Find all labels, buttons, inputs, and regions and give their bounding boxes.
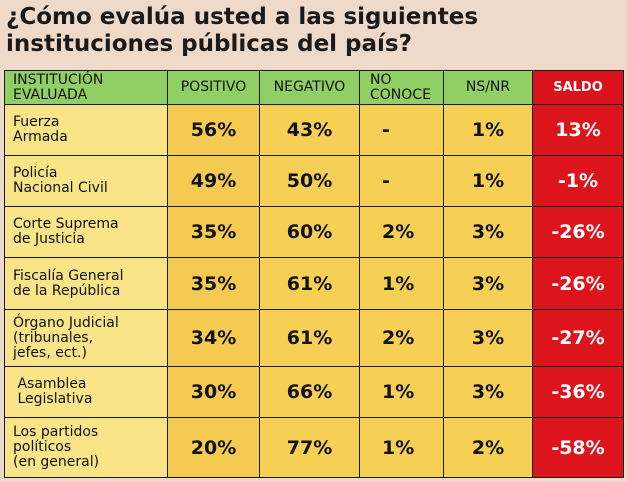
cell-positivo: 56% xyxy=(167,104,260,156)
cell-nsnr: 1% xyxy=(443,155,533,207)
row-label: Fuerza Armada xyxy=(4,104,168,156)
cell-nsnr: 3% xyxy=(443,366,533,418)
row-label: Los partidos políticos (en general) xyxy=(4,417,168,478)
cell-negativo: 43% xyxy=(259,104,360,156)
cell-saldo: -58% xyxy=(532,417,624,478)
cell-positivo: 35% xyxy=(167,257,260,310)
table-row: Corte Suprema de Justicia 35% 60% 2% 3% -26% xyxy=(4,206,624,258)
cell-negativo: 66% xyxy=(259,366,360,418)
row-label-line: Los partidos xyxy=(13,424,99,440)
cell-saldo: -36% xyxy=(532,366,624,418)
cell-no-conoce: 1% xyxy=(359,257,444,310)
header-saldo: SALDO xyxy=(532,70,624,105)
cell-saldo: -26% xyxy=(532,206,624,258)
cell-nsnr: 1% xyxy=(443,104,533,156)
header-no-conoce-line-1: NO xyxy=(370,71,392,88)
cell-no-conoce: 2% xyxy=(359,309,444,367)
table-row: Órgano Judicial (tribunales, jefes, ect.) 3… xyxy=(4,309,624,367)
cell-nsnr: 2% xyxy=(443,417,533,478)
row-label-line: de Justicia xyxy=(13,231,85,247)
row-label-line: (tribunales, xyxy=(13,329,94,346)
header-nsnr: NS/NR xyxy=(443,70,533,105)
header-institucion-line-1: INSTITUCIÓN xyxy=(13,71,104,88)
header-row: INSTITUCIÓN EVALUADA POSITIVO NEGATIVO N… xyxy=(4,70,624,105)
table-row: Asamblea Legislativa 30% 66% 1% 3% -36% xyxy=(4,366,624,418)
cell-negativo: 60% xyxy=(259,206,360,258)
evaluation-table: INSTITUCIÓN EVALUADA POSITIVO NEGATIVO N… xyxy=(4,70,624,478)
table-row: Los partidos políticos (en general) 20% 77% 1… xyxy=(4,417,624,478)
row-label-line: Fuerza xyxy=(13,114,60,130)
row-label-line: políticos xyxy=(13,439,72,455)
header-positivo: POSITIVO xyxy=(167,70,260,105)
table-row: Policía Nacional Civil 49% 50% -1% -1% xyxy=(4,155,624,207)
row-label: Policía Nacional Civil xyxy=(4,155,168,207)
row-label-line: Armada xyxy=(13,129,68,145)
row-label-line: Fiscalía General xyxy=(13,267,124,284)
cell-positivo: 30% xyxy=(167,366,260,418)
row-label: Órgano Judicial (tribunales, jefes, ect.) xyxy=(4,309,168,367)
cell-negativo: 61% xyxy=(259,309,360,367)
title-line-2: instituciones públicas del país? xyxy=(6,31,412,57)
cell-negativo: 61% xyxy=(259,257,360,310)
cell-nsnr: 3% xyxy=(443,309,533,367)
row-label-line: Órgano Judicial xyxy=(13,314,119,331)
cell-negativo: 77% xyxy=(259,417,360,478)
table-row: Fiscalía General de la República 35% 61% 1% 3… xyxy=(4,257,624,310)
row-label: Corte Suprema de Justicia xyxy=(4,206,168,258)
row-label-line: de la República xyxy=(13,282,121,299)
cell-no-conoce: - xyxy=(359,155,444,207)
cell-no-conoce: - xyxy=(359,104,444,156)
header-negativo: NEGATIVO xyxy=(259,70,360,105)
cell-nsnr: 3% xyxy=(443,257,533,310)
row-label-line: Nacional Civil xyxy=(13,180,108,196)
cell-saldo: -27% xyxy=(532,309,624,367)
table-header: INSTITUCIÓN EVALUADA POSITIVO NEGATIVO N… xyxy=(4,70,624,105)
cell-no-conoce: 1% xyxy=(359,417,444,478)
row-label-line: jefes, ect.) xyxy=(13,344,87,361)
header-no-conoce: NO CONOCE xyxy=(359,70,444,105)
header-no-conoce-line-2: CONOCE xyxy=(370,86,431,103)
row-label-line: Asamblea xyxy=(13,376,87,392)
cell-positivo: 20% xyxy=(167,417,260,478)
cell-nsnr: 3% xyxy=(443,206,533,258)
cell-positivo: 49% xyxy=(167,155,260,207)
table-body: Fuerza Armada 56% 43% -1% 13% Policía Nacional … xyxy=(4,104,624,478)
row-label: Fiscalía General de la República xyxy=(4,257,168,310)
cell-saldo: -26% xyxy=(532,257,624,310)
row-label: Asamblea Legislativa xyxy=(4,366,168,418)
header-institucion-line-2: EVALUADA xyxy=(13,86,88,103)
row-label-line: (en general) xyxy=(13,454,100,470)
cell-negativo: 50% xyxy=(259,155,360,207)
title-line-1: ¿Cómo evalúa usted a las siguientes xyxy=(6,4,479,30)
header-institucion: INSTITUCIÓN EVALUADA xyxy=(4,70,168,105)
chart-title: ¿Cómo evalúa usted a las siguientes inst… xyxy=(6,4,616,58)
cell-saldo: -1% xyxy=(532,155,624,207)
cell-no-conoce: 2% xyxy=(359,206,444,258)
cell-positivo: 35% xyxy=(167,206,260,258)
row-label-line: Policía xyxy=(13,165,58,181)
row-label-line: Corte Suprema xyxy=(13,216,119,232)
cell-no-conoce: 1% xyxy=(359,366,444,418)
cell-positivo: 34% xyxy=(167,309,260,367)
row-label-line: Legislativa xyxy=(13,391,93,407)
table-row: Fuerza Armada 56% 43% -1% 13% xyxy=(4,104,624,156)
cell-saldo: 13% xyxy=(532,104,624,156)
